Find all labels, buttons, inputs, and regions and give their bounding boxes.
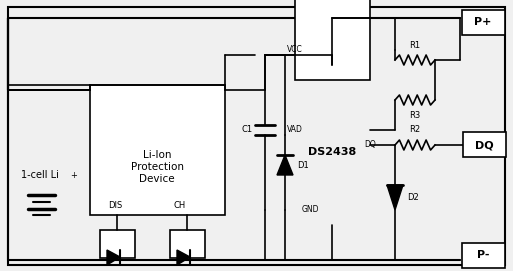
- Polygon shape: [107, 250, 120, 265]
- Text: R2: R2: [409, 125, 421, 134]
- Text: GND: GND: [301, 205, 319, 215]
- Text: Device: Device: [139, 174, 175, 184]
- Text: C1: C1: [242, 125, 253, 134]
- Text: R1: R1: [409, 40, 421, 50]
- Bar: [100, 230, 135, 258]
- Text: P+: P+: [475, 17, 491, 27]
- Text: VCC: VCC: [287, 46, 303, 54]
- Text: DQ: DQ: [475, 140, 494, 150]
- Bar: [462, 10, 505, 35]
- Text: DQ: DQ: [364, 140, 376, 150]
- Text: DS2438: DS2438: [308, 147, 356, 157]
- Bar: [90, 85, 225, 215]
- Text: DIS: DIS: [108, 201, 122, 209]
- Bar: [463, 132, 506, 157]
- Text: D1: D1: [297, 160, 309, 169]
- Text: CH: CH: [174, 201, 186, 209]
- Text: Li-Ion: Li-Ion: [143, 150, 171, 160]
- Text: D2: D2: [407, 192, 419, 202]
- Text: Protection: Protection: [130, 162, 184, 172]
- Text: P-: P-: [477, 250, 489, 260]
- Text: +: +: [70, 170, 77, 179]
- Polygon shape: [277, 155, 293, 175]
- Polygon shape: [177, 250, 190, 265]
- Bar: [295, 0, 370, 80]
- Text: VAD: VAD: [287, 125, 303, 134]
- Polygon shape: [387, 185, 403, 210]
- Text: 1-cell Li: 1-cell Li: [21, 170, 59, 180]
- Text: R3: R3: [409, 111, 421, 120]
- Bar: [462, 243, 505, 268]
- Bar: [170, 230, 205, 258]
